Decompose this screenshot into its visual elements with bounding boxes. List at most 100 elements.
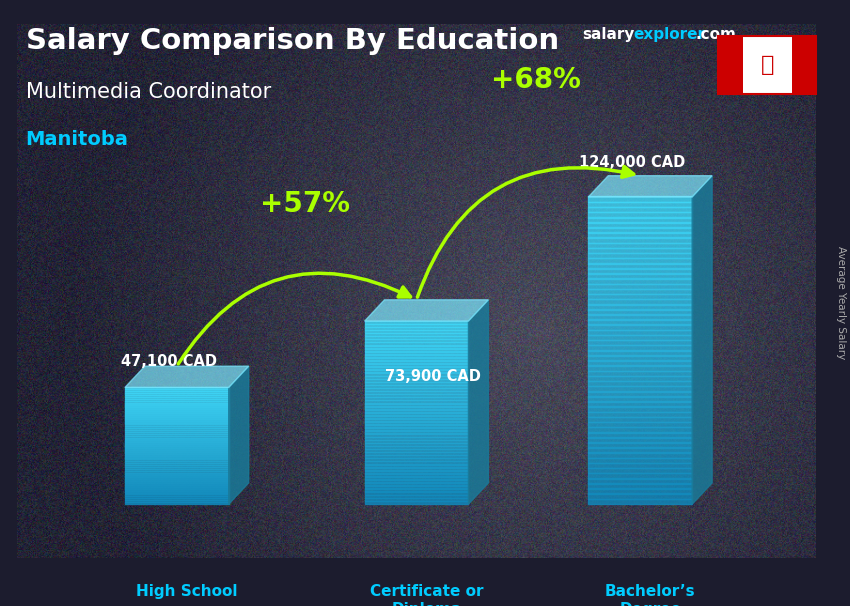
Bar [365,324,468,327]
Bar [588,288,692,295]
Bar [365,476,468,480]
Bar [365,424,468,428]
Bar [365,342,468,345]
Polygon shape [588,176,712,197]
Text: 73,900 CAD: 73,900 CAD [384,369,480,384]
Bar [365,406,468,410]
Bar [365,418,468,422]
Bar [365,400,468,404]
Bar [588,227,692,233]
Bar [125,476,229,479]
Bar [588,488,692,494]
Bar [125,439,229,442]
Text: Salary Comparison By Education: Salary Comparison By Education [26,27,558,55]
Bar [125,426,229,428]
Bar [588,222,692,228]
Bar [588,345,692,351]
Bar [125,484,229,487]
Bar [365,491,468,495]
Polygon shape [365,300,489,321]
Bar [365,482,468,486]
Text: High School: High School [136,584,237,599]
Bar [125,434,229,436]
Bar [125,408,229,411]
Bar [365,391,468,395]
Bar [588,340,692,345]
Bar [365,479,468,483]
Bar [365,421,468,425]
Bar [588,324,692,330]
Bar [365,382,468,385]
Bar [365,448,468,452]
Bar [365,439,468,443]
Bar [588,365,692,371]
Text: salary: salary [582,27,635,42]
Bar [365,321,468,324]
Bar [125,482,229,485]
Bar [125,393,229,395]
Bar [588,196,692,202]
Bar [588,458,692,463]
Bar [125,473,229,475]
Bar [365,494,468,498]
Bar [588,304,692,310]
Bar [125,486,229,488]
Bar [588,407,692,412]
Bar [588,319,692,325]
Text: Manitoba: Manitoba [26,130,128,149]
Bar [365,376,468,379]
Bar [125,461,229,464]
Text: Average Yearly Salary: Average Yearly Salary [836,247,846,359]
Bar [125,457,229,459]
Bar [125,467,229,469]
Bar [365,345,468,348]
Bar [125,420,229,422]
Text: +57%: +57% [259,190,349,218]
Bar [365,348,468,351]
Bar [125,468,229,471]
Bar [125,431,229,434]
Bar [125,395,229,398]
Bar [588,253,692,258]
Bar [125,391,229,393]
Bar [125,399,229,401]
Bar [588,427,692,433]
Bar [365,327,468,330]
Bar [125,463,229,465]
Bar [365,379,468,382]
Bar [588,417,692,422]
Text: 🍁: 🍁 [761,55,774,75]
Text: Bachelor’s
Degree: Bachelor’s Degree [605,584,695,606]
Text: +68%: +68% [491,65,581,94]
Bar [125,410,229,413]
Bar [125,412,229,415]
Bar [365,488,468,492]
Bar [588,294,692,299]
Bar [588,330,692,335]
Bar [365,394,468,398]
Bar [365,455,468,458]
Bar [588,463,692,468]
Bar [365,373,468,376]
Bar [588,273,692,279]
Bar [365,385,468,388]
Bar [365,412,468,416]
Bar [588,212,692,218]
Bar [365,367,468,370]
Bar [125,478,229,481]
Bar [125,402,229,405]
Bar [125,492,229,494]
Bar [588,315,692,320]
Bar [125,428,229,430]
Bar [365,364,468,367]
Bar [125,459,229,461]
Bar [588,483,692,489]
Bar [125,502,229,504]
Bar [588,232,692,238]
Bar [125,418,229,421]
Bar [588,396,692,402]
Bar [365,336,468,339]
Bar [588,473,692,479]
Bar [125,424,229,427]
Bar [365,388,468,391]
